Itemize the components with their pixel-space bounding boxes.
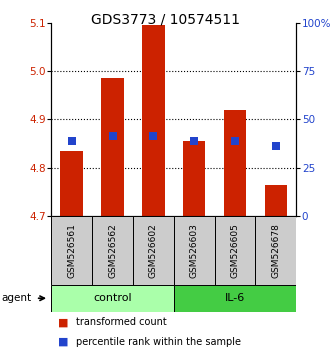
Bar xyxy=(174,216,214,285)
Bar xyxy=(174,285,296,312)
Text: ■: ■ xyxy=(58,318,69,327)
Text: transformed count: transformed count xyxy=(76,318,167,327)
Text: percentile rank within the sample: percentile rank within the sample xyxy=(76,337,241,347)
Text: GSM526562: GSM526562 xyxy=(108,223,117,278)
Bar xyxy=(256,216,296,285)
Text: GSM526605: GSM526605 xyxy=(230,223,240,278)
Bar xyxy=(142,25,165,216)
Text: ■: ■ xyxy=(58,337,69,347)
Bar xyxy=(61,151,83,216)
Text: control: control xyxy=(93,293,132,303)
Bar xyxy=(51,285,174,312)
Bar xyxy=(224,110,246,216)
Bar xyxy=(214,216,256,285)
Bar xyxy=(183,141,206,216)
Text: IL-6: IL-6 xyxy=(225,293,245,303)
Text: GSM526602: GSM526602 xyxy=(149,223,158,278)
Text: agent: agent xyxy=(2,293,32,303)
Bar xyxy=(51,216,92,285)
Bar xyxy=(133,216,174,285)
Text: GSM526678: GSM526678 xyxy=(271,223,280,278)
Bar xyxy=(101,79,124,216)
Bar xyxy=(92,216,133,285)
Text: GSM526603: GSM526603 xyxy=(190,223,199,278)
Text: GSM526561: GSM526561 xyxy=(67,223,76,278)
Text: GDS3773 / 10574511: GDS3773 / 10574511 xyxy=(91,12,240,27)
Bar xyxy=(264,184,287,216)
